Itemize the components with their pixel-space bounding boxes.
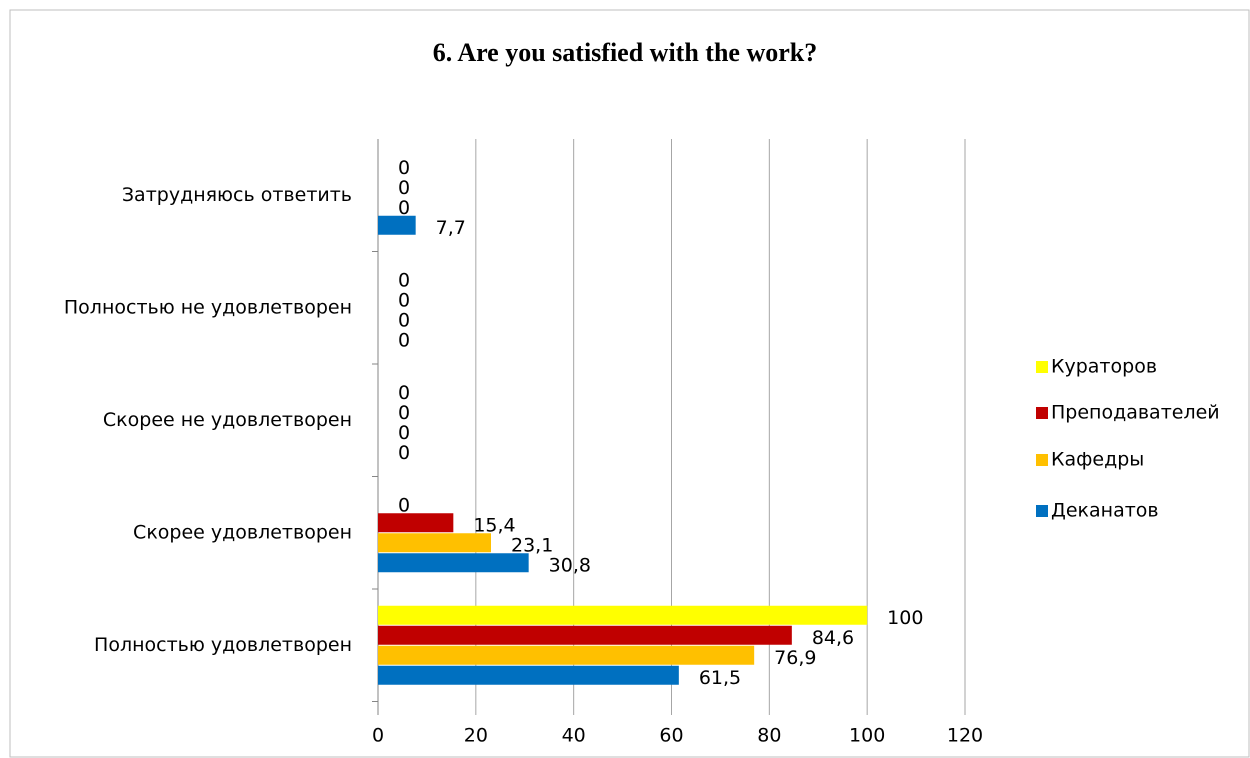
data-label: 15,4 bbox=[473, 514, 515, 536]
bar bbox=[378, 665, 679, 685]
data-label: 0 bbox=[398, 309, 410, 331]
x-tick-label: 120 bbox=[947, 725, 983, 747]
data-label: 0 bbox=[398, 269, 410, 291]
legend-label: Кураторов bbox=[1051, 356, 1157, 378]
x-tick-label: 0 bbox=[372, 725, 384, 747]
y-tick-label: Скорее удовлетворен bbox=[133, 521, 352, 543]
bar bbox=[378, 605, 868, 625]
bar bbox=[378, 533, 491, 553]
bar bbox=[378, 553, 529, 573]
data-label: 76,9 bbox=[774, 647, 816, 669]
legend-swatch bbox=[1036, 361, 1048, 373]
bar bbox=[378, 215, 416, 235]
x-tick-label: 20 bbox=[464, 725, 488, 747]
data-label: 0 bbox=[398, 442, 410, 464]
data-label: 0 bbox=[398, 177, 410, 199]
data-label: 30,8 bbox=[549, 554, 591, 576]
data-label: 7,7 bbox=[436, 217, 466, 239]
data-label: 100 bbox=[887, 607, 923, 629]
bar bbox=[378, 625, 792, 645]
data-label: 0 bbox=[398, 289, 410, 311]
data-label: 0 bbox=[398, 157, 410, 179]
data-label: 0 bbox=[398, 402, 410, 424]
x-tick-label: 100 bbox=[849, 725, 885, 747]
y-tick-label: Полностью удовлетворен bbox=[94, 634, 352, 656]
x-tick-label: 40 bbox=[562, 725, 586, 747]
legend-label: Кафедры bbox=[1051, 449, 1144, 471]
bar bbox=[378, 645, 755, 665]
data-label: 0 bbox=[398, 197, 410, 219]
data-label: 0 bbox=[398, 422, 410, 444]
x-tick-label: 60 bbox=[659, 725, 683, 747]
legend-swatch bbox=[1036, 454, 1048, 466]
data-label: 0 bbox=[398, 382, 410, 404]
y-tick-label: Полностью не удовлетворен bbox=[64, 296, 352, 318]
chart-title: 6. Are you satisfied with the work? bbox=[433, 38, 817, 67]
data-label: 61,5 bbox=[699, 667, 741, 689]
legend-swatch bbox=[1036, 505, 1048, 517]
legend-label: Деканатов bbox=[1051, 500, 1159, 522]
data-label: 84,6 bbox=[812, 627, 854, 649]
y-tick-label: Затрудняюсь ответить bbox=[122, 184, 352, 206]
legend-label: Преподавателей bbox=[1051, 402, 1220, 424]
legend-swatch bbox=[1036, 407, 1048, 419]
data-label: 0 bbox=[398, 329, 410, 351]
y-tick-label: Скорее не удовлетворен bbox=[103, 409, 352, 431]
data-label: 23,1 bbox=[511, 534, 553, 556]
x-tick-label: 80 bbox=[757, 725, 781, 747]
bar bbox=[378, 513, 454, 533]
data-label: 0 bbox=[398, 494, 410, 516]
